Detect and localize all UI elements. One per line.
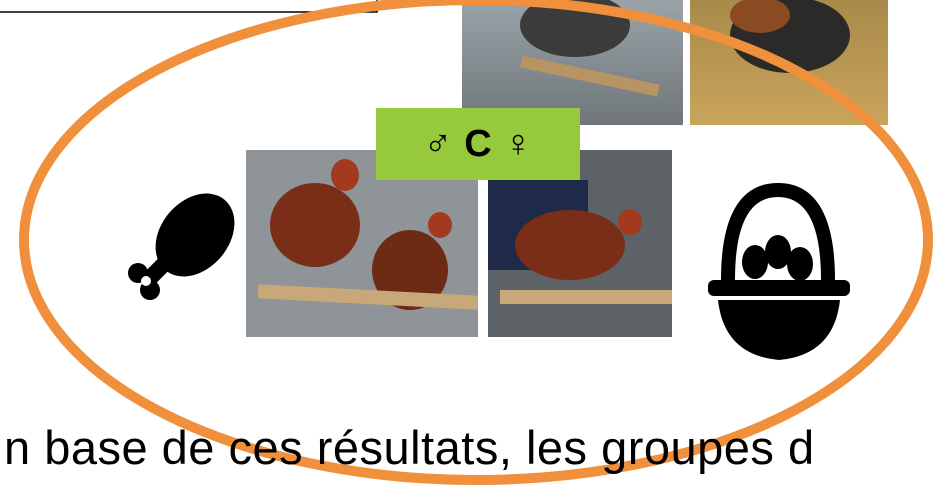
group-label: ♂ C ♀ [376,108,580,180]
egg-basket-icon [708,190,850,360]
female-symbol: ♀ [504,123,533,166]
slide: {"label": {"male": "♂", "code": "C", "fe… [0,0,934,501]
slide-caption: n base de ces résultats, les groupes d [4,420,815,475]
drumstick-icon [128,178,251,300]
male-symbol: ♂ [424,123,453,166]
group-code: C [464,123,491,166]
